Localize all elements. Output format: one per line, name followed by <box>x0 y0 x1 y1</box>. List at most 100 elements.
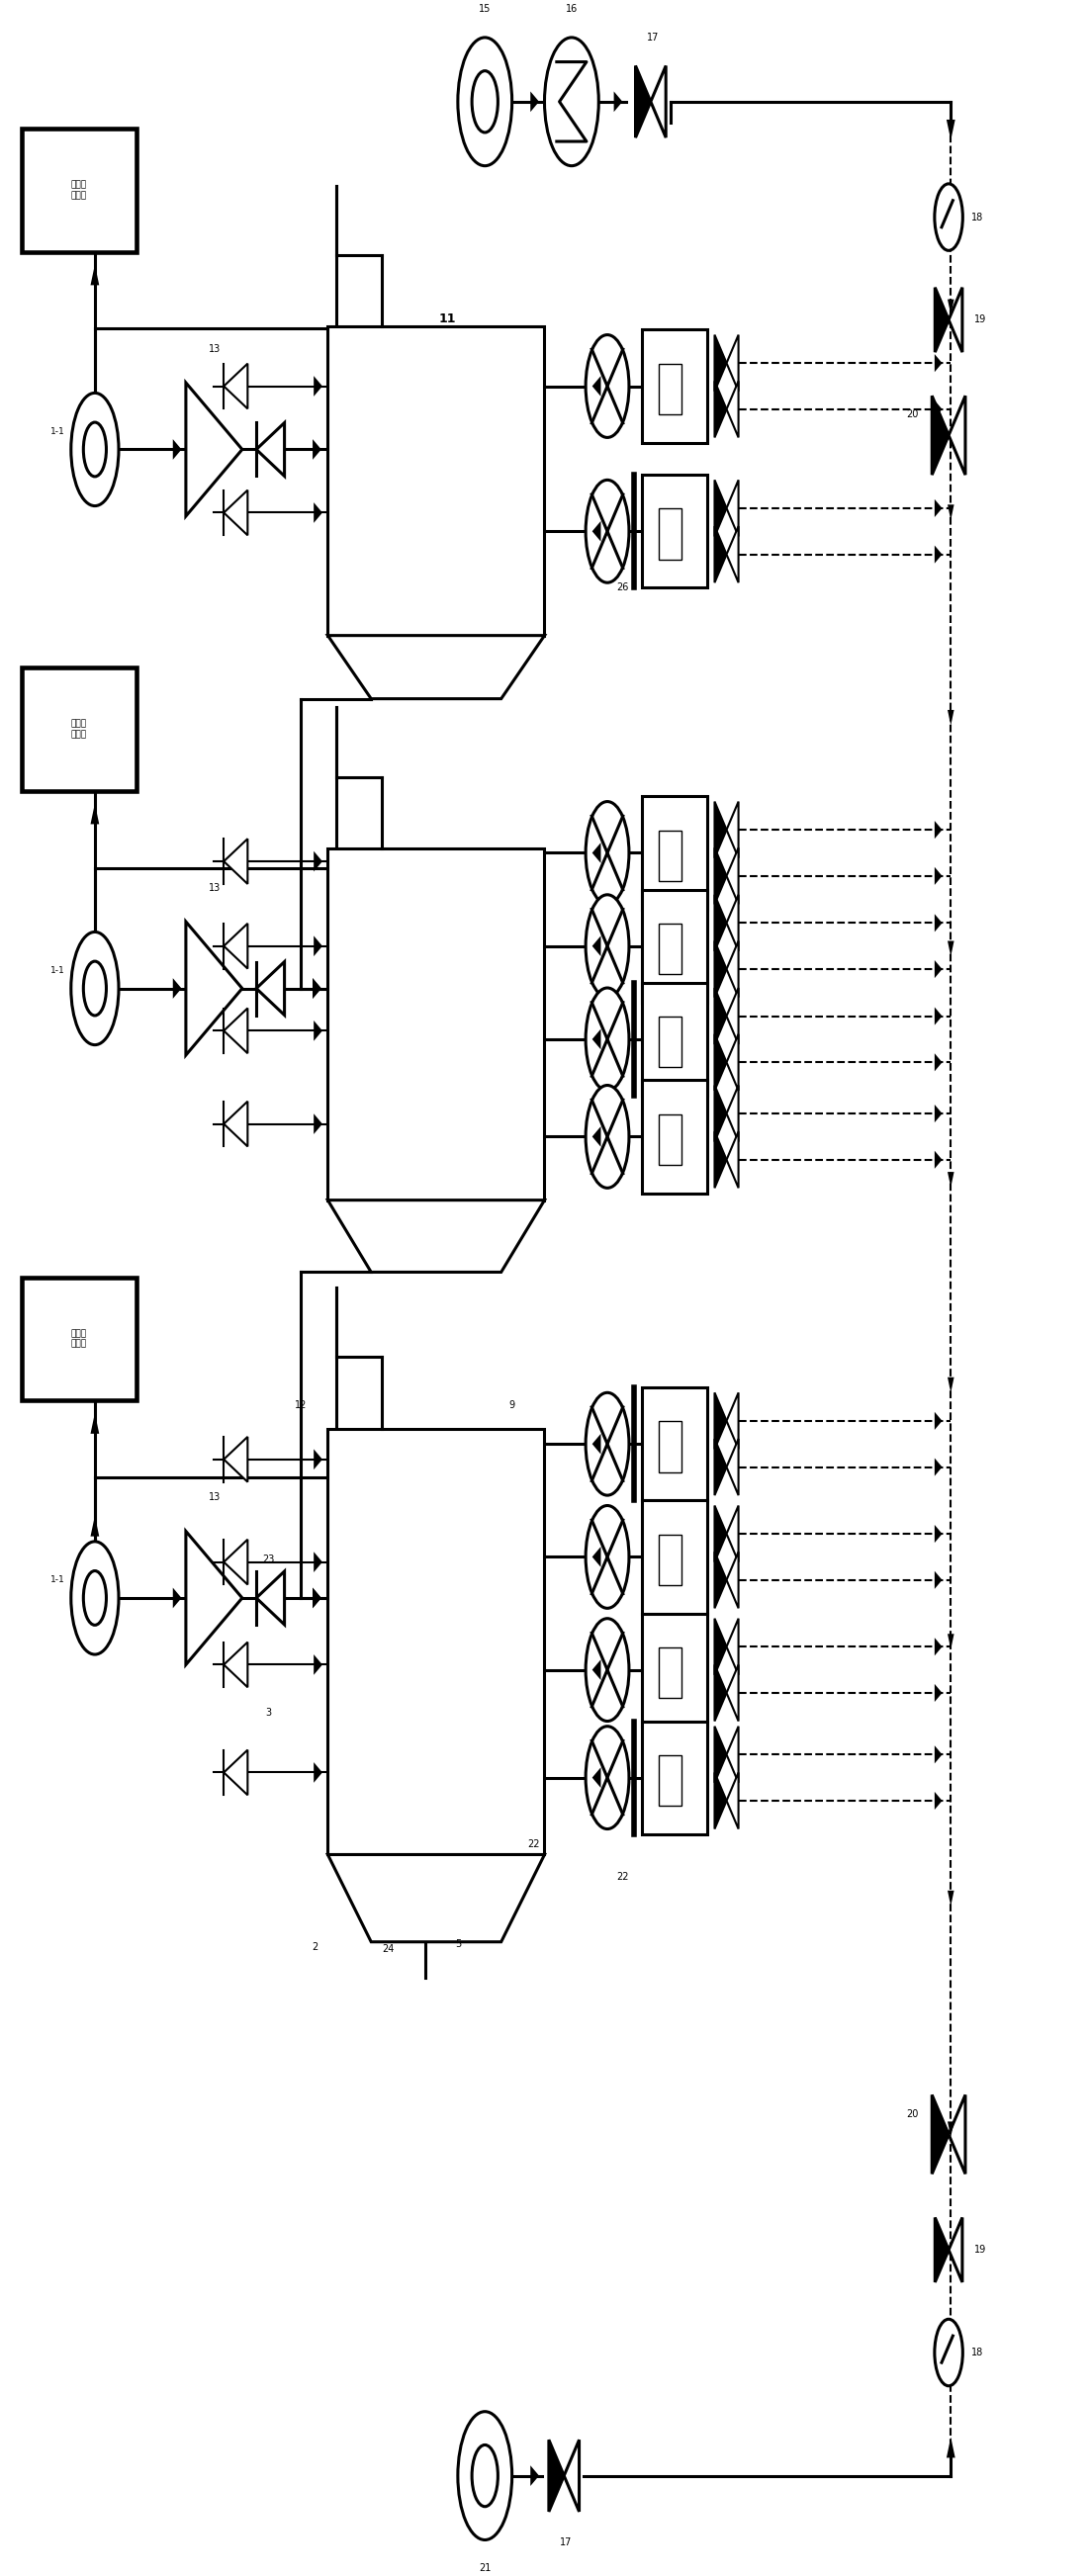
Bar <box>328 327 544 636</box>
Text: 1-1: 1-1 <box>51 966 65 974</box>
Text: 26: 26 <box>616 582 628 592</box>
Polygon shape <box>223 1103 247 1146</box>
Text: 13: 13 <box>209 1492 221 1502</box>
Circle shape <box>84 1571 107 1625</box>
Polygon shape <box>726 1726 738 1783</box>
Text: 废气处
理系统: 废气处 理系统 <box>71 719 87 739</box>
Circle shape <box>586 894 629 997</box>
Polygon shape <box>714 1618 726 1674</box>
Polygon shape <box>726 1084 738 1141</box>
Polygon shape <box>314 502 322 523</box>
Polygon shape <box>714 987 726 1043</box>
Polygon shape <box>726 335 738 392</box>
Polygon shape <box>173 1587 182 1607</box>
Polygon shape <box>726 940 738 997</box>
Bar <box>328 848 544 1200</box>
Polygon shape <box>314 1551 322 1571</box>
Polygon shape <box>328 1855 544 1942</box>
Text: 11: 11 <box>439 312 455 325</box>
Circle shape <box>71 1540 119 1654</box>
Bar <box>643 984 707 1095</box>
Polygon shape <box>328 1200 544 1273</box>
Polygon shape <box>947 1378 954 1394</box>
Polygon shape <box>949 397 965 474</box>
Bar <box>658 1646 681 1698</box>
Polygon shape <box>592 520 601 541</box>
Polygon shape <box>726 1131 738 1188</box>
Bar <box>658 922 681 974</box>
Polygon shape <box>714 1440 726 1494</box>
Polygon shape <box>530 2465 539 2486</box>
Bar <box>643 1721 707 1834</box>
Polygon shape <box>592 1659 601 1680</box>
Polygon shape <box>714 381 726 438</box>
Circle shape <box>934 2318 963 2385</box>
Text: 17: 17 <box>647 31 659 41</box>
Circle shape <box>84 961 107 1015</box>
Polygon shape <box>223 1007 247 1054</box>
Polygon shape <box>592 1028 601 1048</box>
Polygon shape <box>934 1685 942 1703</box>
Circle shape <box>544 39 599 165</box>
Polygon shape <box>934 546 942 564</box>
Polygon shape <box>592 842 601 863</box>
Polygon shape <box>947 1633 954 1649</box>
Polygon shape <box>614 90 623 111</box>
Text: 1-1: 1-1 <box>51 428 65 435</box>
Polygon shape <box>714 848 726 904</box>
Circle shape <box>586 1618 629 1721</box>
Polygon shape <box>947 940 954 956</box>
Polygon shape <box>726 1618 738 1674</box>
Polygon shape <box>714 1772 726 1829</box>
Text: 19: 19 <box>975 2244 987 2254</box>
Text: 13: 13 <box>209 884 221 894</box>
Polygon shape <box>726 526 738 582</box>
Bar <box>658 829 681 881</box>
Polygon shape <box>947 299 954 314</box>
Polygon shape <box>726 1551 738 1607</box>
Polygon shape <box>714 1726 726 1783</box>
Text: 2: 2 <box>311 1942 318 1953</box>
Circle shape <box>472 2445 498 2506</box>
Polygon shape <box>949 2218 963 2282</box>
Bar <box>643 1499 707 1613</box>
Bar <box>643 330 707 443</box>
Text: 1-1: 1-1 <box>51 1577 65 1584</box>
Polygon shape <box>934 914 942 933</box>
Polygon shape <box>947 505 954 520</box>
Polygon shape <box>314 1020 322 1041</box>
Circle shape <box>586 1726 629 1829</box>
Polygon shape <box>314 376 322 397</box>
Bar <box>643 1613 707 1726</box>
Polygon shape <box>946 2437 955 2458</box>
Polygon shape <box>726 894 738 951</box>
Polygon shape <box>726 848 738 904</box>
Polygon shape <box>714 894 726 951</box>
Polygon shape <box>313 438 321 459</box>
Circle shape <box>934 183 963 250</box>
Polygon shape <box>726 1664 738 1721</box>
Polygon shape <box>223 840 247 884</box>
Polygon shape <box>714 335 726 392</box>
Text: 12: 12 <box>295 1401 307 1409</box>
Polygon shape <box>314 1762 322 1783</box>
Bar <box>22 129 136 252</box>
Bar <box>643 889 707 1002</box>
Polygon shape <box>726 1440 738 1494</box>
Bar <box>658 1754 681 1806</box>
Polygon shape <box>714 801 726 858</box>
Bar <box>658 507 681 559</box>
Polygon shape <box>714 479 726 536</box>
Polygon shape <box>90 1515 99 1535</box>
Polygon shape <box>549 2439 564 2512</box>
Polygon shape <box>934 1054 942 1072</box>
Polygon shape <box>726 381 738 438</box>
Polygon shape <box>934 868 942 886</box>
Text: 22: 22 <box>616 1873 628 1883</box>
Polygon shape <box>934 353 942 371</box>
Polygon shape <box>314 850 322 871</box>
Polygon shape <box>949 289 963 353</box>
Polygon shape <box>714 1131 726 1188</box>
Text: 3: 3 <box>266 1708 271 1718</box>
Text: 15: 15 <box>479 5 491 13</box>
